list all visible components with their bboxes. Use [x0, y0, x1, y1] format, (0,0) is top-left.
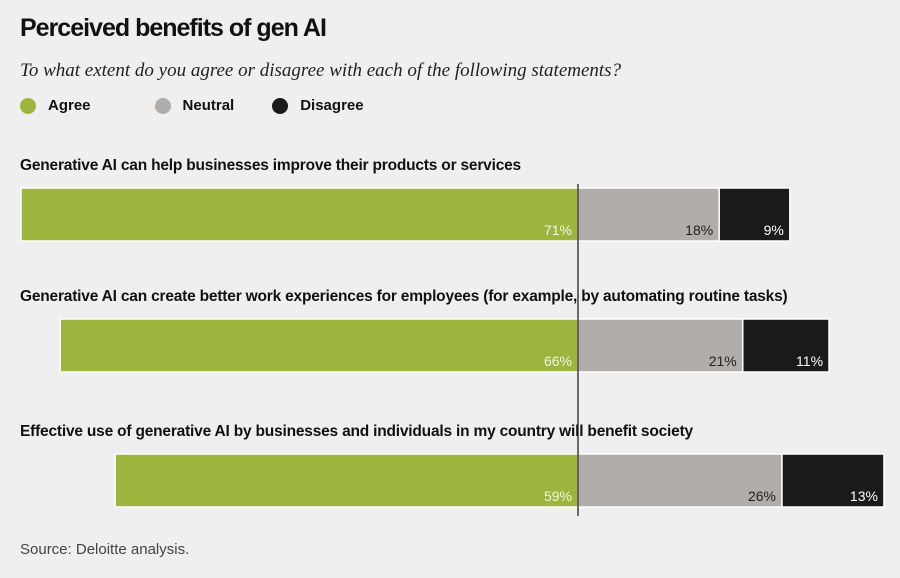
legend-swatch-agree: [20, 97, 36, 114]
category-label: Generative AI can help businesses improv…: [20, 157, 521, 174]
data-label: 18%: [685, 222, 713, 238]
bar-disagree: [781, 453, 885, 508]
bar-agree: [59, 318, 579, 373]
legend-label: Agree: [48, 97, 91, 114]
chart-title: Perceived benefits of gen AI: [20, 14, 327, 42]
category-label: Effective use of generative AI by busine…: [20, 423, 693, 440]
legend: Agree Neutral Disagree: [20, 97, 404, 114]
data-label: 71%: [544, 222, 572, 238]
bar-neutral: [577, 318, 744, 373]
legend-item-agree: Agree: [20, 97, 91, 114]
bar-neutral: [577, 453, 783, 508]
bar-disagree: [741, 318, 830, 373]
legend-item-disagree: Disagree: [272, 97, 364, 114]
legend-label: Neutral: [182, 97, 235, 114]
bar-disagree: [718, 187, 791, 242]
data-label: 59%: [544, 488, 572, 504]
chart-subtitle: To what extent do you agree or disagree …: [20, 60, 622, 81]
bar-agree: [114, 453, 579, 508]
legend-item-neutral: Neutral: [154, 97, 235, 114]
data-label: 66%: [544, 353, 572, 369]
data-label: 11%: [796, 353, 823, 369]
bar-agree: [20, 187, 579, 242]
legend-swatch-disagree: [272, 97, 289, 114]
category-label: Generative AI can create better work exp…: [20, 288, 788, 305]
data-label: 13%: [850, 488, 878, 504]
data-label: 9%: [764, 222, 784, 238]
legend-label: Disagree: [300, 97, 364, 114]
source-note: Source: Deloitte analysis.: [20, 541, 190, 558]
data-label: 21%: [709, 353, 737, 369]
legend-swatch-neutral: [154, 97, 171, 114]
data-label: 26%: [748, 488, 776, 504]
